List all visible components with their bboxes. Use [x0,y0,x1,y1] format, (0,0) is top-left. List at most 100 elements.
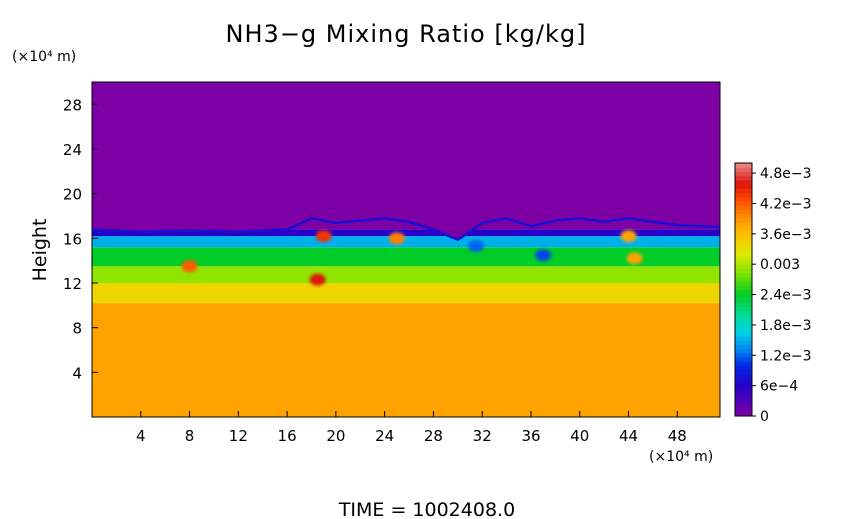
colorbar-label: 1.8e−3 [760,318,812,334]
colorbar-label: 1.2e−3 [760,348,812,364]
colorbar-swatch [735,179,752,185]
colorbar-swatch [735,251,752,257]
x-tick-label: 8 [185,427,195,445]
field-band-0 [92,303,720,417]
colorbar-swatch [735,411,752,417]
colorbar-swatch [735,184,752,189]
colorbar-swatch [735,188,752,194]
colorbar-swatch [735,390,752,396]
x-unit-label: (×10⁴ m) [649,449,713,465]
colorbar-swatch [735,205,752,210]
colorbar-swatch [735,213,752,219]
colorbar-label: 4.8e−3 [760,166,812,182]
colorbar-swatch [735,302,752,307]
colorbar-swatch [735,399,752,404]
y-tick-label: 8 [72,320,82,338]
colorbar-swatch [735,196,752,202]
x-tick-label: 36 [521,427,540,445]
colorbar-label: 0.003 [760,257,800,273]
plot-frame [91,81,721,418]
colorbar-swatch [735,226,752,231]
field-feature-5 [626,252,643,265]
chart-title: NH3−g Mixing Ratio [kg/kg] [226,20,587,48]
field-feature-6 [535,249,552,262]
colorbar-frame [734,162,753,417]
colorbar-swatch [735,163,752,168]
colorbar-swatch [735,306,752,312]
colorbar-swatch [735,297,752,303]
colorbar-swatch [735,386,752,392]
field-feature-0 [181,260,198,273]
colorbar-swatch [735,293,752,299]
colorbar-label: 4.2e−3 [760,196,812,212]
y-tick-label: 28 [63,96,82,114]
colorbar-swatch [735,356,752,362]
colorbar-swatch [735,394,752,400]
x-tick-label: 24 [375,427,394,445]
field-feature-4 [620,230,637,243]
colorbar-swatch [735,331,752,337]
colorbar-swatch [735,171,752,177]
colorbar-swatch [735,361,752,366]
colorbar-swatch [735,234,752,240]
colorbar-swatch [735,407,752,413]
y-axis-ticks: 4 8 12 16 20 24 28 [63,96,98,382]
y-unit-label: (×10⁴ m) [12,49,76,65]
y-tick-label: 24 [63,141,82,159]
colorbar-swatch [735,276,752,282]
y-axis-label: Height [29,219,51,282]
colorbar-swatch [735,175,752,181]
colorbar-swatch [735,382,752,387]
colorbar-swatch [735,238,752,244]
colorbar: 0 6e−4 1.2e−3 1.8e−3 2.4e−3 0.003 3.6e−3 4.2e−3… [734,162,812,425]
colorbar-swatch [735,335,752,341]
colorbar-label: 0 [760,409,769,425]
colorbar-swatch [735,230,752,236]
colorbar-swatch [735,340,752,345]
x-tick-label: 44 [619,427,638,445]
upper-region [92,82,720,239]
field-feature-2 [315,230,332,243]
colorbar-swatch [735,344,752,350]
field-features [181,230,643,286]
colorbar-swatch [735,348,752,354]
y-tick-label: 20 [63,186,82,204]
colorbar-label: 2.4e−3 [760,288,812,304]
colorbar-swatch [735,281,752,286]
field-feature-7 [468,240,485,253]
colorbar-swatch [735,319,752,324]
x-tick-label: 16 [278,427,297,445]
field-feature-1 [309,273,326,286]
field-band-2 [92,266,720,283]
colorbar-swatch [735,369,752,375]
field-band-1 [92,283,720,304]
colorbar-swatch [735,222,752,227]
colorbar-swatch [735,285,752,290]
colorbar-swatch [735,323,752,328]
y-tick-label: 16 [63,230,82,248]
colorbar-swatch [735,167,752,172]
x-tick-label: 40 [570,427,589,445]
colorbar-swatch [735,264,752,269]
colorbar-swatch [735,289,752,295]
colorbar-swatch [735,272,752,278]
x-tick-label: 20 [326,427,345,445]
colorbar-swatch [735,365,752,371]
colorbar-label: 3.6e−3 [760,227,812,243]
colorbar-swatch [735,378,752,383]
colorbar-swatch [735,192,752,198]
colorbar-swatch [735,310,752,316]
colorbar-swatch [735,403,752,409]
colorbar-swatch [735,247,752,253]
colorbar-swatch [735,352,752,358]
x-tick-label: 28 [424,427,443,445]
colorbar-swatch [735,327,752,333]
field-band-4 [92,236,720,248]
colorbar-swatch [735,373,752,379]
field-band-5 [92,229,720,237]
colorbar-swatch [735,255,752,261]
time-readout: TIME = 1002408.0 [338,499,515,519]
colorbar-swatch [735,259,752,265]
colorbar-label: 6e−4 [760,379,798,395]
